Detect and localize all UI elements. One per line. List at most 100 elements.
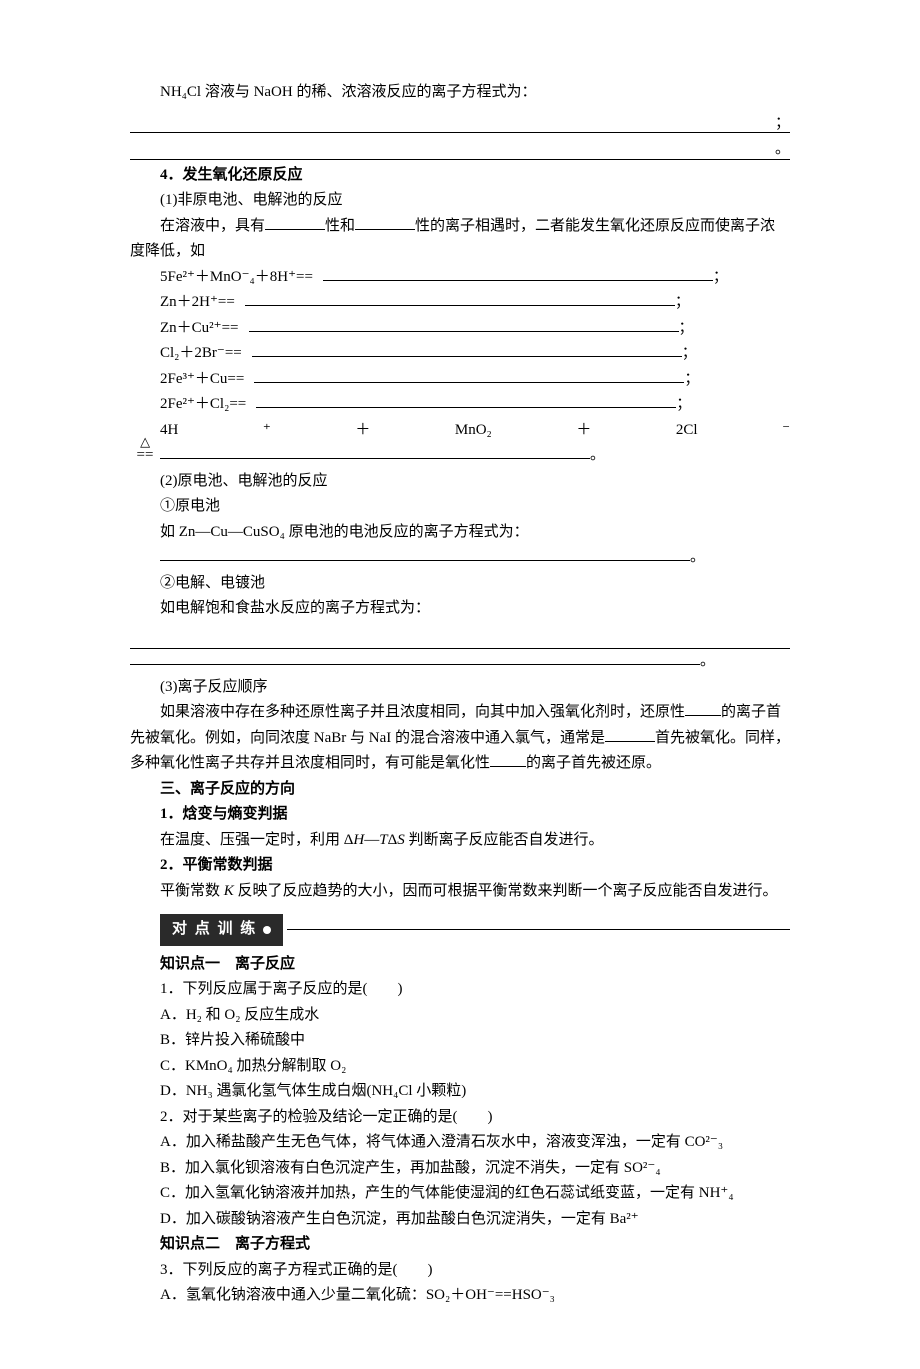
- paragraph-4-1: (1)非原电池、电解池的反应: [130, 188, 790, 214]
- text: B．锌片投入稀硫酸中: [160, 1032, 305, 1048]
- var-S: S: [397, 832, 405, 848]
- text: 在溶液中，具有: [160, 218, 265, 234]
- text: C．KMnO₄ 加热分解制取 O₂: [160, 1058, 346, 1074]
- eq-part: 4H: [160, 418, 178, 444]
- heading-3: 三、离子反应的方向: [130, 777, 790, 803]
- line-terminator: 。: [130, 137, 790, 163]
- paragraph-4-5: 如 Zn—Cu—CuSO₄ 原电池的电池反应的离子方程式为：: [130, 520, 790, 546]
- option-2B: B．加入氯化钡溶液有白色沉淀产生，再加盐酸，沉淀不消失，一定有 SO²⁻₄: [130, 1156, 790, 1182]
- equation-2: Zn＋2H⁺==；: [130, 290, 790, 316]
- text: A．加入稀盐酸产生无色气体，将气体通入澄清石灰水中，溶液变浑浊，一定有 CO²⁻…: [160, 1134, 723, 1150]
- paragraph-3-2: 平衡常数 K 反映了反应趋势的大小，因而可根据平衡常数来判断一个离子反应能否自发…: [130, 879, 790, 905]
- answer-blank-line: [130, 626, 790, 650]
- option-2D: D．加入碳酸钠溶液产生白色沉淀，再加盐酸白色沉淀消失，一定有 Ba²⁺: [130, 1207, 790, 1233]
- document-page: NH₄Cl 溶液与 NaOH 的稀、浓溶液反应的离子方程式为： ； 。 4．发生…: [0, 0, 920, 1369]
- blank: [160, 458, 590, 459]
- heading-3-1: 1．焓变与熵变判据: [130, 802, 790, 828]
- text: A．氢氧化钠溶液中通入少量二氧化硫：SO₂＋OH⁻==HSO⁻₃: [160, 1287, 555, 1303]
- blank: [252, 356, 682, 357]
- question-1: 1．下列反应属于离子反应的是( ): [130, 977, 790, 1003]
- text: —: [364, 832, 379, 848]
- paragraph-4-8: (3)离子反应顺序: [130, 675, 790, 701]
- divider-line: [287, 929, 790, 931]
- option-2C: C．加入氢氧化钠溶液并加热，产生的气体能使湿润的红色石蕊试纸变蓝，一定有 NH⁺…: [130, 1181, 790, 1207]
- paragraph-3-1: 在温度、压强一定时，利用 ΔH—TΔS 判断离子反应能否自发进行。: [130, 828, 790, 854]
- text: 判断离子反应能否自发进行。: [405, 832, 604, 848]
- equation-7-line1: 4H ⁺ ＋ MnO₂ ＋ 2Cl ⁻: [130, 418, 790, 444]
- blank: [490, 766, 526, 767]
- text: D．加入碳酸钠溶液产生白色沉淀，再加盐酸白色沉淀消失，一定有 Ba²⁺: [160, 1211, 639, 1227]
- blank: [605, 741, 655, 742]
- eq-part: ⁻: [782, 418, 790, 444]
- text: ①原电池: [160, 498, 220, 514]
- paragraph-4-7: 如电解饱和食盐水反应的离子方程式为：: [130, 596, 790, 622]
- text: 的离子首先被还原。: [526, 755, 661, 771]
- answer-blank-line: 。: [130, 649, 790, 675]
- text: (1)非原电池、电解池的反应: [160, 192, 343, 208]
- blank: [245, 305, 675, 306]
- blank: [323, 280, 713, 281]
- eq-left: Zn＋Cu²⁺==: [160, 320, 239, 336]
- var-T: T: [379, 832, 387, 848]
- text: C．加入氢氧化钠溶液并加热，产生的气体能使湿润的红色石蕊试纸变蓝，一定有 NH⁺…: [160, 1185, 734, 1201]
- var-H: H: [353, 832, 364, 848]
- section-tab: 对 点 训 练: [160, 914, 283, 946]
- paragraph-4-9: 如果溶液中存在多种还原性离子并且浓度相同，向其中加入强氧化剂时，还原性的离子首先…: [130, 700, 790, 777]
- text: 反映了反应趋势的大小，因而可根据平衡常数来判断一个离子反应能否自发进行。: [234, 883, 778, 899]
- line-terminator: ；: [130, 111, 790, 137]
- eq-left: 2Fe³⁺＋Cu==: [160, 371, 244, 387]
- paragraph-4-2: 在溶液中，具有性和性的离子相遇时，二者能发生氧化还原反应而使离子浓度降低，如: [130, 214, 790, 265]
- text: 知识点二 离子方程式: [160, 1236, 310, 1252]
- text: D．NH₃ 遇氯化氢气体生成白烟(NH₄Cl 小颗粒): [160, 1083, 466, 1099]
- option-3A: A．氢氧化钠溶液中通入少量二氧化硫：SO₂＋OH⁻==HSO⁻₃: [130, 1283, 790, 1309]
- text: 如电解饱和食盐水反应的离子方程式为：: [160, 600, 430, 616]
- eq-part: ＋: [576, 418, 591, 444]
- equation-1: 5Fe²⁺＋MnO⁻₄＋8H⁺==；: [130, 265, 790, 291]
- text: A．H₂ 和 O₂ 反应生成水: [160, 1007, 319, 1023]
- equation-6: 2Fe²⁺＋Cl₂==；: [130, 392, 790, 418]
- heading-3-2: 2．平衡常数判据: [130, 853, 790, 879]
- text: ②电解、电镀池: [160, 575, 265, 591]
- text: 如果溶液中存在多种还原性离子并且浓度相同，向其中加入强氧化剂时，还原性: [160, 704, 685, 720]
- option-1C: C．KMnO₄ 加热分解制取 O₂: [130, 1054, 790, 1080]
- text: 1．下列反应属于离子反应的是( ): [160, 981, 403, 997]
- knowledge-2-title: 知识点二 离子方程式: [130, 1232, 790, 1258]
- question-2: 2．对于某些离子的检验及结论一定正确的是( ): [130, 1105, 790, 1131]
- blank: [249, 331, 679, 332]
- eq-part: MnO₂: [455, 418, 492, 444]
- tab-label: 对 点 训 练: [172, 917, 257, 943]
- eq-part: 2Cl: [676, 418, 698, 444]
- heading-4: 4．发生氧化还原反应: [130, 163, 790, 189]
- text: (3)离子反应顺序: [160, 679, 268, 695]
- option-1A: A．H₂ 和 O₂ 反应生成水: [130, 1003, 790, 1029]
- paragraph-nh4cl: NH₄Cl 溶液与 NaOH 的稀、浓溶液反应的离子方程式为：: [130, 80, 790, 106]
- blank: [355, 229, 415, 230]
- paragraph-4-3: (2)原电池、电解池的反应: [130, 469, 790, 495]
- option-1B: B．锌片投入稀硫酸中: [130, 1028, 790, 1054]
- paragraph-4-4: ①原电池: [130, 494, 790, 520]
- text: 1．焓变与熵变判据: [160, 806, 288, 822]
- eq-left: Cl₂＋2Br⁻==: [160, 345, 242, 361]
- equation-7-line2: △ == 。: [130, 443, 790, 469]
- text: 三、离子反应的方向: [160, 781, 295, 797]
- equation-3: Zn＋Cu²⁺==；: [130, 316, 790, 342]
- blank: [685, 715, 721, 716]
- blank: [254, 382, 684, 383]
- paragraph-4-6: ②电解、电镀池: [130, 571, 790, 597]
- knowledge-1-title: 知识点一 离子反应: [130, 952, 790, 978]
- blank: [256, 407, 676, 408]
- dot-icon: [263, 926, 271, 934]
- text: 在温度、压强一定时，利用 Δ: [160, 832, 353, 848]
- text: 如 Zn—Cu—CuSO₄ 原电池的电池反应的离子方程式为：: [160, 524, 529, 540]
- eq-left: 5Fe²⁺＋MnO⁻₄＋8H⁺==: [160, 269, 313, 285]
- text: 性和: [325, 218, 355, 234]
- equation-5: 2Fe³⁺＋Cu==；: [130, 367, 790, 393]
- triangle-icon: △: [130, 432, 160, 454]
- blank: [265, 229, 325, 230]
- option-1D: D．NH₃ 遇氯化氢气体生成白烟(NH₄Cl 小颗粒): [130, 1079, 790, 1105]
- var-K: K: [224, 883, 234, 899]
- eq-part: ⁺: [263, 418, 271, 444]
- text: B．加入氯化钡溶液有白色沉淀产生，再加盐酸，沉淀不消失，一定有 SO²⁻₄: [160, 1160, 661, 1176]
- text: 2．平衡常数判据: [160, 857, 273, 873]
- eq-left: 2Fe²⁺＋Cl₂==: [160, 396, 246, 412]
